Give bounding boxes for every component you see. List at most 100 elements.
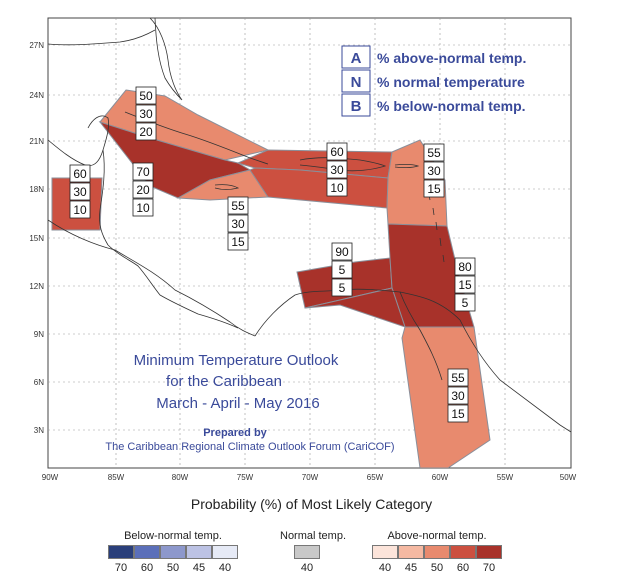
lon-label: 80W xyxy=(172,473,189,482)
prob-box xyxy=(227,232,249,251)
legend-swatch xyxy=(424,545,450,559)
lat-label: 12N xyxy=(29,282,44,291)
prob-box xyxy=(326,178,348,197)
legend-below-normal: Below-normal temp. 70 60 50 45 40 xyxy=(108,530,238,574)
prob-box xyxy=(135,122,157,141)
legend-tick: 70 xyxy=(114,562,128,574)
prepared-by: Prepared by xyxy=(203,427,267,439)
prob-box xyxy=(69,182,91,201)
prob-box xyxy=(447,386,469,405)
prob-box xyxy=(423,143,445,162)
prob-value-guianas: 30 xyxy=(451,389,465,403)
prob-box xyxy=(447,368,469,387)
prob-value-yucatan: 10 xyxy=(73,203,87,217)
lat-label: 15N xyxy=(29,234,44,243)
prob-value-cuba-west: 20 xyxy=(136,183,150,197)
prob-value-guianas: 15 xyxy=(451,407,465,421)
central-america xyxy=(48,219,256,337)
key-letter-above: A xyxy=(351,50,362,67)
prob-value-jamaica-cayman: 30 xyxy=(231,217,245,231)
legend-swatch xyxy=(476,545,502,559)
prob-value-jamaica-cayman: 15 xyxy=(231,235,245,249)
legend-below-title: Below-normal temp. xyxy=(124,530,222,542)
legend-swatch xyxy=(134,545,160,559)
legend-swatch xyxy=(398,545,424,559)
prob-value-northern-antilles: 30 xyxy=(427,164,441,178)
legend-above-ticks: 40 45 50 60 70 xyxy=(372,562,502,574)
lon-label: 60W xyxy=(432,473,449,482)
lat-label: 9N xyxy=(34,330,44,339)
key-text-below: % below-normal temp. xyxy=(377,98,526,114)
prob-box xyxy=(132,198,154,217)
legend-normal-ticks: 40 xyxy=(294,562,346,574)
prob-value-hispaniola: 30 xyxy=(330,163,344,177)
prob-box xyxy=(135,104,157,123)
prob-box xyxy=(132,180,154,199)
prob-value-northern-antilles: 15 xyxy=(427,182,441,196)
prob-box xyxy=(447,404,469,423)
latitude-labels: 27N 24N 21N 18N 15N 12N 9N 6N 3N xyxy=(29,41,44,435)
legend-swatch xyxy=(160,545,186,559)
florida-coast xyxy=(149,18,183,101)
lon-label: 75W xyxy=(237,473,254,482)
forecast-regions xyxy=(51,89,491,468)
central-america-east xyxy=(107,244,239,329)
key-letter-normal: N xyxy=(351,74,362,91)
prob-box xyxy=(69,164,91,183)
legend-tick: 50 xyxy=(166,562,180,574)
probability-labels: 5030207020106030105530155530156030109055… xyxy=(69,86,476,423)
legend-above-normal: Above-normal temp. 40 45 50 60 70 xyxy=(372,530,502,574)
prob-box xyxy=(331,242,353,261)
legend-tick: 40 xyxy=(218,562,232,574)
legend-tick: 40 xyxy=(300,562,314,574)
prob-box xyxy=(227,196,249,215)
lon-label: 55W xyxy=(497,473,514,482)
legend-normal: Normal temp. 40 xyxy=(280,530,346,574)
legend-tick: 40 xyxy=(378,562,392,574)
map-title: Minimum Temperature Outlook for the Cari… xyxy=(105,352,394,453)
key-box-above xyxy=(341,45,371,69)
prob-value-lesser-antilles-south: 80 xyxy=(458,260,472,274)
prob-value-guianas: 55 xyxy=(451,371,465,385)
region-guianas xyxy=(401,326,491,468)
legend-tick: 45 xyxy=(192,562,206,574)
legend-normal-swatches xyxy=(294,545,346,559)
legend-tick: 60 xyxy=(456,562,470,574)
lat-label: 6N xyxy=(34,378,44,387)
category-key: A N B % above-normal temp. % normal temp… xyxy=(341,45,526,117)
title-line-2: for the Caribbean xyxy=(166,373,282,390)
key-box-normal xyxy=(341,69,371,93)
lat-label: 18N xyxy=(29,185,44,194)
prob-box xyxy=(331,260,353,279)
legend-swatch xyxy=(450,545,476,559)
prob-value-hispaniola: 10 xyxy=(330,181,344,195)
prob-box xyxy=(69,200,91,219)
prob-box xyxy=(135,86,157,105)
legend-title: Probability (%) of Most Likely Category xyxy=(190,496,433,512)
lon-label: 90W xyxy=(42,473,59,482)
prob-value-lesser-antilles-south: 15 xyxy=(458,278,472,292)
lat-label: 3N xyxy=(34,426,44,435)
title-line-1: Minimum Temperature Outlook xyxy=(134,352,339,369)
gulf-coast xyxy=(48,29,156,46)
prob-value-cuba-west: 70 xyxy=(136,165,150,179)
prob-value-cuba-west: 10 xyxy=(136,201,150,215)
prob-value-jamaica-cayman: 55 xyxy=(231,199,245,213)
prob-box xyxy=(454,257,476,276)
legend-swatch xyxy=(294,545,320,559)
legend-swatch xyxy=(372,545,398,559)
jamaica xyxy=(214,184,240,190)
orinoco xyxy=(399,291,443,381)
prob-box xyxy=(331,278,353,297)
prob-box xyxy=(132,162,154,181)
legend-above-title: Above-normal temp. xyxy=(387,530,487,542)
key-text-normal: % normal temperature xyxy=(377,74,525,90)
prob-box xyxy=(423,161,445,180)
prob-value-yucatan: 30 xyxy=(73,185,87,199)
prob-value-yucatan: 60 xyxy=(73,167,87,181)
lon-label: 50W xyxy=(560,473,577,482)
prob-box xyxy=(423,179,445,198)
key-letter-below: B xyxy=(351,98,362,115)
legend-swatch xyxy=(186,545,212,559)
